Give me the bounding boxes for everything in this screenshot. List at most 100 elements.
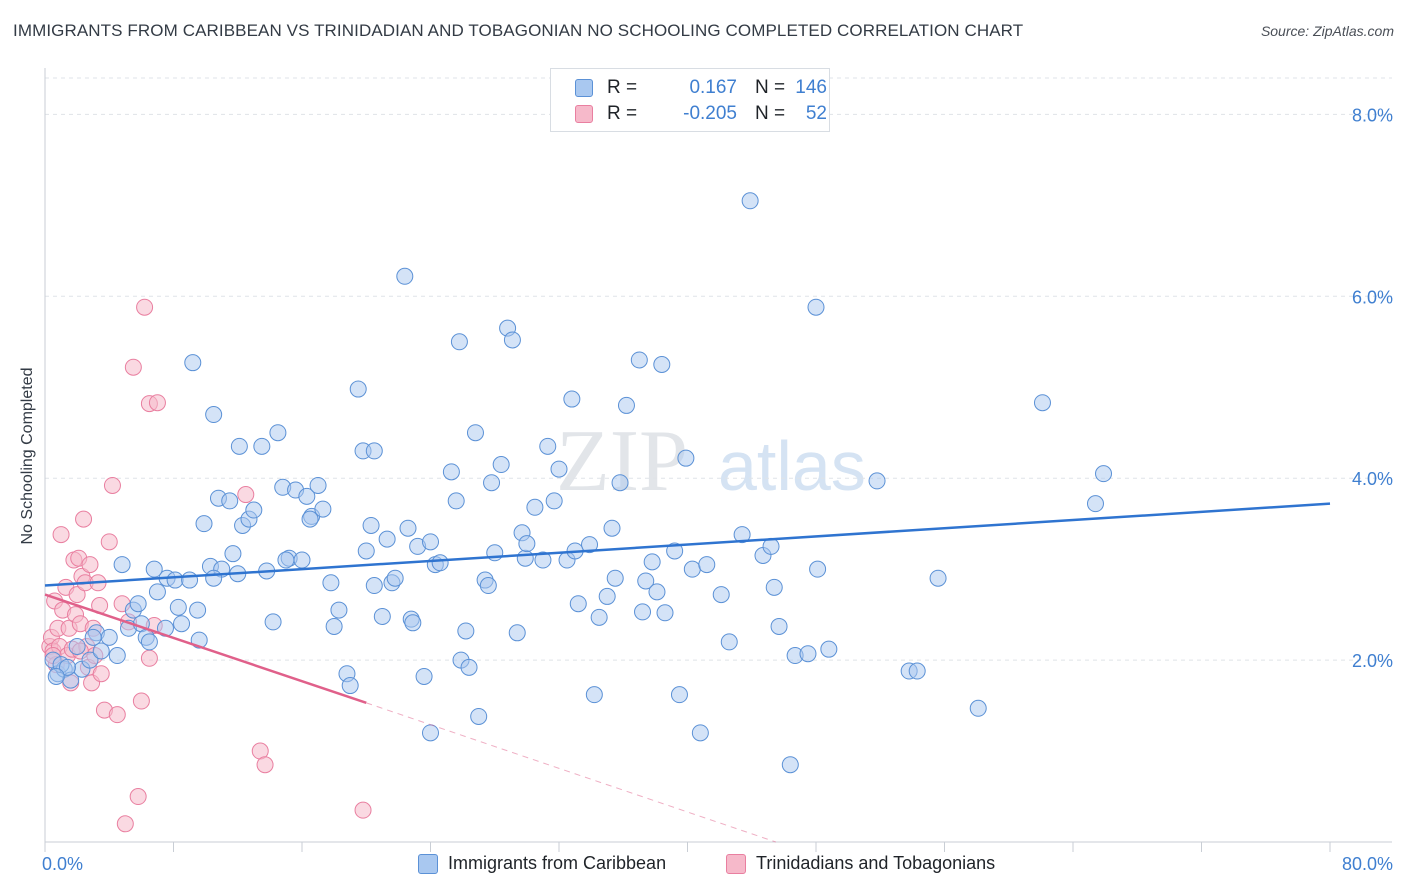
blue-point (611, 474, 629, 492)
blue-point (534, 551, 552, 569)
blue-point (68, 637, 86, 655)
blue-point (386, 569, 404, 587)
axes (44, 68, 1392, 852)
blue-point (733, 526, 751, 544)
watermark-zip: ZIP (556, 413, 688, 510)
x-tick-label: 0.0% (42, 854, 83, 874)
legend-swatch-pink (575, 105, 593, 123)
blue-point (807, 298, 825, 316)
blue-point (868, 472, 886, 490)
blue-point (431, 554, 449, 572)
pink-point (103, 476, 121, 494)
blue-point (415, 667, 433, 685)
blue-point (683, 560, 701, 578)
blue-point (698, 556, 716, 574)
pink-point (129, 788, 147, 806)
y-tick-label: 2.0% (1352, 651, 1393, 671)
blue-point (330, 601, 348, 619)
blue-point (362, 516, 380, 534)
blue-point (58, 658, 76, 676)
blue-point (205, 569, 223, 587)
legend-n-label: N = (755, 103, 786, 124)
blue-point (140, 633, 158, 651)
blue-point (1033, 394, 1051, 412)
blue-point (314, 500, 332, 518)
pink-point (132, 692, 150, 710)
blue-point (301, 510, 319, 528)
blue-point (298, 487, 316, 505)
legend-r-label: R = (607, 103, 638, 124)
blue-point (404, 614, 422, 632)
blue-point (820, 640, 838, 658)
blue-point (450, 333, 468, 351)
blue-point (181, 571, 199, 589)
blue-point (92, 642, 110, 660)
blue-point (173, 615, 191, 633)
blue-point (581, 536, 599, 554)
blue-point (205, 406, 223, 424)
blue-point (526, 498, 544, 516)
blue-point (550, 460, 568, 478)
chart-title: IMMIGRANTS FROM CARIBBEAN VS TRINIDADIAN… (13, 21, 1024, 40)
blue-point (460, 658, 478, 676)
pink-point (124, 358, 142, 376)
blue-point (712, 586, 730, 604)
blue-point (422, 724, 439, 742)
blue-point (378, 530, 396, 548)
blue-point (365, 442, 383, 460)
blue-point (1086, 495, 1104, 513)
blue-point (656, 604, 674, 622)
blue-point (269, 424, 287, 442)
blue-point (253, 437, 271, 455)
blue-point (224, 545, 242, 563)
blue-point (770, 617, 788, 635)
blue-point (634, 603, 652, 621)
pink-point (75, 510, 93, 528)
pink-point (140, 649, 158, 667)
watermark: ZIP atlas (556, 413, 866, 510)
blue-point (670, 686, 688, 704)
pink-point (108, 706, 126, 724)
blue-point (508, 624, 526, 642)
source-note: Source: ZipAtlas.com (1260, 23, 1394, 39)
pink-point (52, 526, 70, 544)
stats-legend: R = 0.167 N = 146 R = -0.205 N = 52 (550, 68, 830, 132)
blue-trend-line (44, 502, 1331, 587)
bottom-legend-swatch-pink (726, 854, 746, 874)
blue-point (479, 577, 497, 595)
blue-point (606, 569, 624, 587)
blue-point (590, 608, 608, 626)
legend-n-label: N = (755, 77, 786, 98)
legend-n-value: 52 (805, 103, 827, 124)
blue-point (470, 707, 488, 725)
blue-point (230, 437, 248, 455)
blue-point (422, 533, 439, 551)
y-tick-label: 6.0% (1352, 287, 1393, 307)
blue-point (108, 647, 126, 665)
blue-point (195, 515, 213, 533)
blue-point (341, 677, 359, 695)
blue-point (569, 595, 587, 613)
blue-point (84, 628, 102, 646)
blue-point (447, 492, 465, 510)
blue-point (129, 595, 147, 613)
blue-point (503, 331, 521, 349)
blue-point (720, 633, 738, 651)
blue-point (545, 492, 563, 510)
blue-point (309, 476, 327, 494)
blue-point (166, 571, 184, 589)
blue-point (799, 645, 817, 663)
bottom-legend-swatch-blue (418, 854, 438, 874)
pink-point (68, 586, 86, 604)
legend-r-value: 0.167 (689, 77, 737, 98)
pink-point (116, 815, 134, 833)
pink-point (256, 756, 274, 774)
blue-point (100, 628, 118, 646)
blue-point (908, 662, 926, 680)
blue-point (630, 351, 648, 369)
blue-point (349, 380, 367, 398)
legend-swatch-blue (575, 79, 593, 97)
tick-labels: 2.0% 4.0% 6.0% 8.0% 0.0% 80.0% (42, 105, 1393, 874)
blue-point (1095, 465, 1113, 483)
